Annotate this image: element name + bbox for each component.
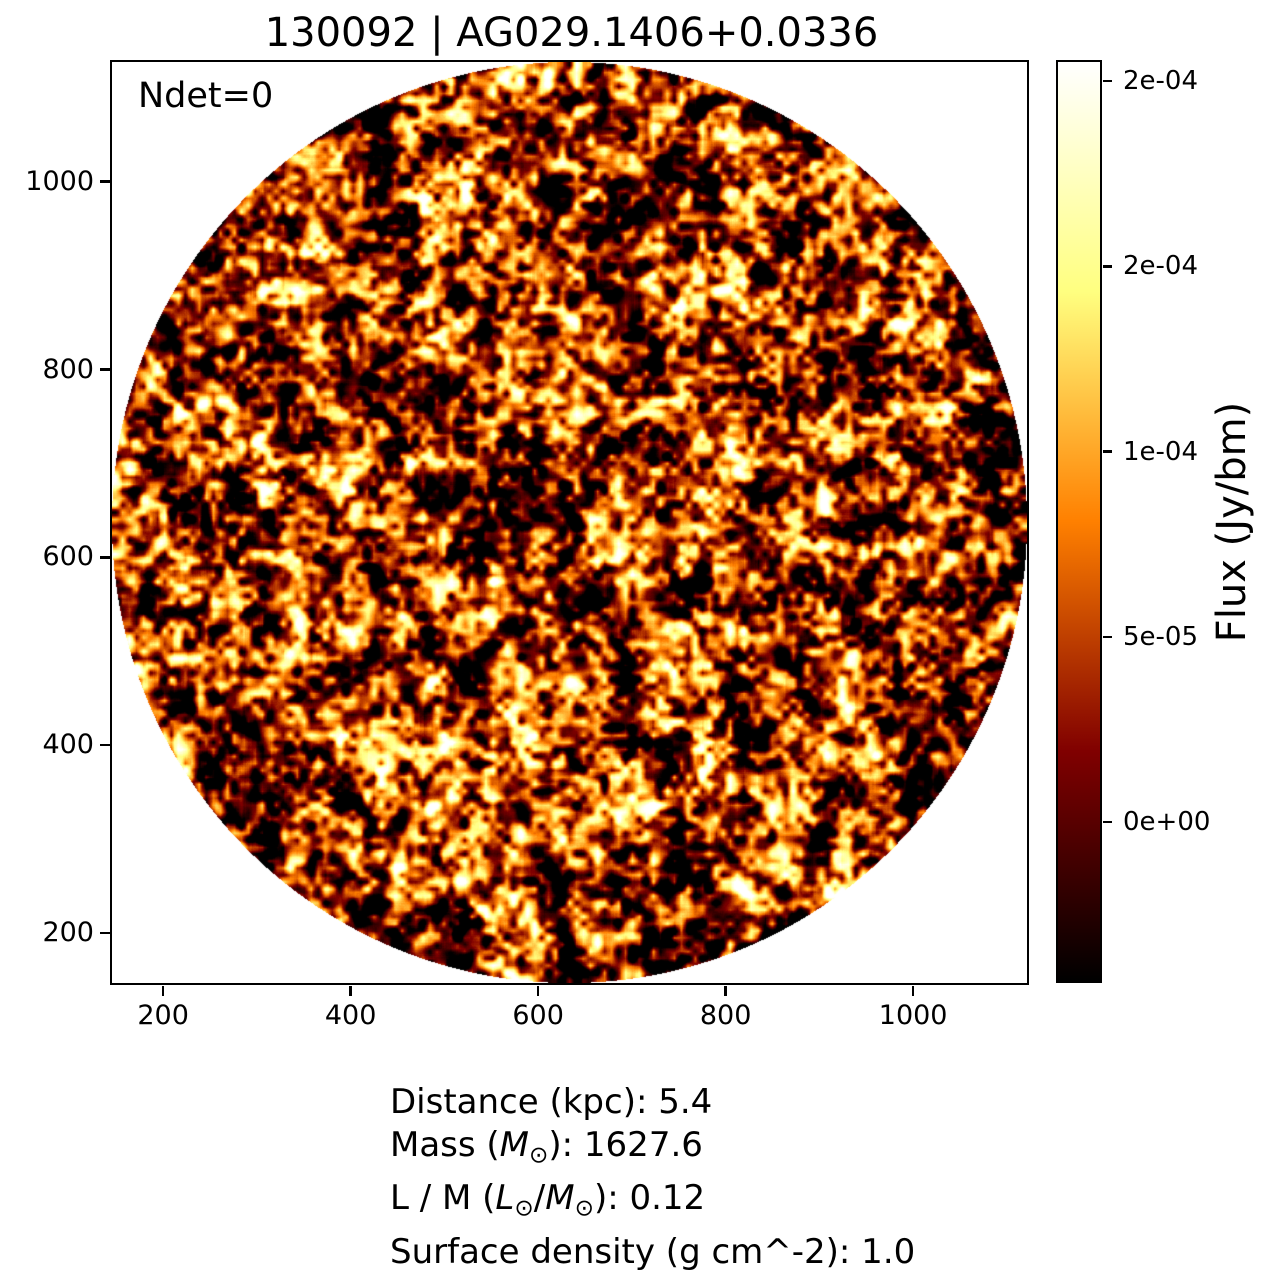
x-tick-mark — [161, 986, 165, 996]
footer-line: Mass (M⊙): 1627.6 — [390, 1124, 915, 1177]
footer-text: ): 0.12 — [593, 1178, 706, 1219]
sun-symbol: ⊙ — [514, 1195, 534, 1222]
x-tick-mark — [536, 986, 540, 996]
x-tick-label: 600 — [512, 1000, 564, 1031]
colorbar-gradient — [1056, 60, 1102, 983]
colorbar-tick-label: 5e-05 — [1123, 621, 1199, 652]
footer-text: M — [545, 1178, 575, 1219]
source-properties-text: Distance (kpc): 5.4 Mass (M⊙): 1627.6 L / … — [390, 1081, 915, 1274]
y-tick-mark — [100, 743, 110, 747]
colorbar-tick-label: 2e-04 — [1123, 251, 1199, 282]
y-tick-label: 800 — [42, 353, 94, 385]
colorbar-tick-label: 1e-04 — [1123, 436, 1199, 467]
footer-line: Surface density (g cm^-2): 1.0 — [390, 1231, 915, 1274]
colorbar-tick-mark — [1103, 265, 1112, 268]
y-tick-label: 400 — [42, 729, 94, 761]
colorbar-tick-label: 2e-04 — [1123, 66, 1199, 97]
footer-line: L / M (L⊙/M⊙): 0.12 — [390, 1177, 915, 1230]
footer-text: Mass ( — [390, 1125, 500, 1165]
x-tick-label: 400 — [324, 1000, 377, 1031]
footer-text: Distance (kpc): 5.4 — [390, 1082, 713, 1122]
y-tick-mark — [100, 368, 110, 371]
footer-text: L — [495, 1178, 515, 1219]
x-tick-label: 200 — [137, 1000, 189, 1031]
footer-text: L / M ( — [390, 1178, 496, 1219]
colorbar-tick-label: 0e+00 — [1123, 807, 1211, 838]
footer-text: ): 1627.6 — [548, 1125, 703, 1165]
x-tick-mark — [724, 986, 727, 996]
plot-area: Ndet=0 — [110, 60, 1029, 985]
colorbar-tick-mark — [1103, 79, 1112, 83]
footer-text: / — [533, 1178, 546, 1219]
y-tick-mark — [100, 180, 110, 183]
colorbar-axis-label: Flux (Jy/bm) — [1209, 401, 1255, 643]
x-tick-label: 1000 — [878, 1000, 948, 1031]
y-tick-label: 1000 — [25, 165, 94, 197]
footer-text: Surface density (g cm^-2): 1.0 — [390, 1231, 916, 1272]
x-tick-mark — [349, 986, 352, 996]
x-tick-mark — [911, 986, 915, 996]
x-tick-label: 800 — [699, 1000, 752, 1031]
sun-symbol: ⊙ — [574, 1195, 594, 1222]
figure-title: 130092 | AG029.1406+0.0336 — [264, 10, 879, 56]
ndet-annotation: Ndet=0 — [138, 76, 274, 116]
footer-line: Distance (kpc): 5.4 — [390, 1081, 915, 1124]
colorbar-tick-mark — [1103, 820, 1112, 824]
y-tick-label: 600 — [42, 541, 94, 573]
y-tick-label: 200 — [42, 916, 94, 948]
flux-map-image — [112, 62, 1027, 983]
y-tick-mark — [100, 931, 110, 935]
colorbar-tick-mark — [1103, 450, 1112, 453]
sun-symbol: ⊙ — [529, 1142, 549, 1169]
colorbar-tick-mark — [1103, 635, 1112, 639]
y-tick-mark — [100, 556, 110, 559]
footer-text: M — [499, 1125, 530, 1165]
